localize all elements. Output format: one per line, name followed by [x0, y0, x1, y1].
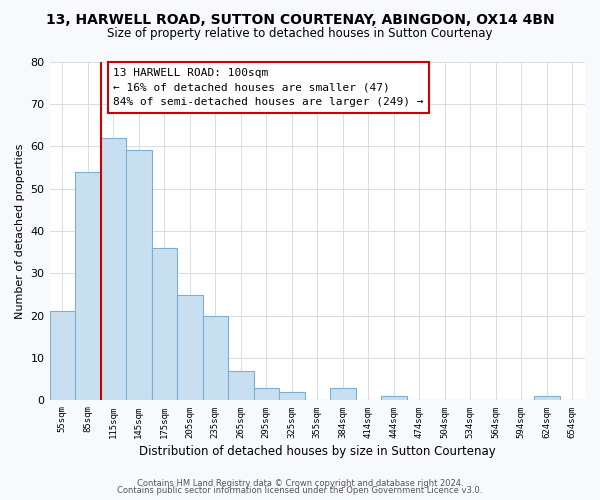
Text: Contains HM Land Registry data © Crown copyright and database right 2024.: Contains HM Land Registry data © Crown c…: [137, 478, 463, 488]
Bar: [254, 388, 279, 400]
Bar: [228, 371, 254, 400]
Y-axis label: Number of detached properties: Number of detached properties: [15, 144, 25, 318]
Bar: [330, 388, 356, 400]
Text: Size of property relative to detached houses in Sutton Courtenay: Size of property relative to detached ho…: [107, 28, 493, 40]
Bar: [152, 248, 177, 400]
Text: 13 HARWELL ROAD: 100sqm
← 16% of detached houses are smaller (47)
84% of semi-de: 13 HARWELL ROAD: 100sqm ← 16% of detache…: [113, 68, 424, 108]
Bar: [177, 294, 203, 401]
Bar: [101, 138, 126, 400]
Bar: [381, 396, 407, 400]
Bar: [203, 316, 228, 400]
X-axis label: Distribution of detached houses by size in Sutton Courtenay: Distribution of detached houses by size …: [139, 444, 496, 458]
Text: Contains public sector information licensed under the Open Government Licence v3: Contains public sector information licen…: [118, 486, 482, 495]
Text: 13, HARWELL ROAD, SUTTON COURTENAY, ABINGDON, OX14 4BN: 13, HARWELL ROAD, SUTTON COURTENAY, ABIN…: [46, 12, 554, 26]
Bar: [75, 172, 101, 400]
Bar: [534, 396, 560, 400]
Bar: [126, 150, 152, 400]
Bar: [279, 392, 305, 400]
Bar: [50, 312, 75, 400]
